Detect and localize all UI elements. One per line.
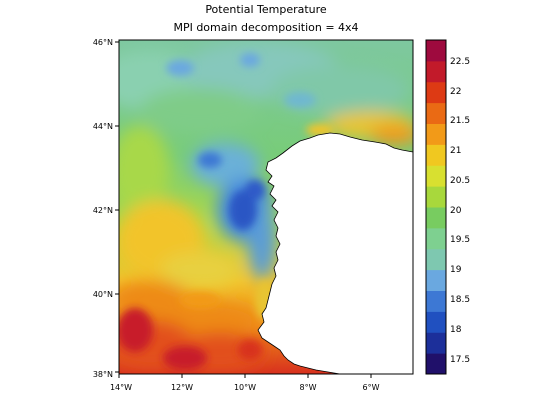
- colorbar-label: 19: [450, 265, 462, 275]
- colorbar-swatch: [426, 144, 446, 166]
- colorbar-swatch: [426, 311, 446, 333]
- lon-tick-label: 8°W: [300, 383, 317, 392]
- colorbar-swatch: [426, 248, 446, 271]
- colorbar-swatch: [426, 269, 446, 291]
- field-blob: [160, 252, 240, 288]
- field-blob: [160, 302, 260, 338]
- field-blob: [140, 88, 260, 132]
- colorbar-label: 21: [450, 146, 461, 156]
- field-blob: [238, 340, 262, 360]
- colorbar-label: 22: [450, 87, 461, 97]
- lon-tick-label: 6°W: [363, 383, 380, 392]
- field-blob: [370, 125, 413, 145]
- lat-tick-label: 40°N: [93, 290, 113, 299]
- colorbar-label: 22.5: [450, 57, 470, 67]
- lat-tick-label: 44°N: [93, 122, 113, 131]
- field-blob: [119, 125, 170, 215]
- colorbar-swatch: [426, 81, 446, 104]
- colorbar-swatch: [426, 186, 446, 208]
- lon-tick-label: 10°W: [234, 383, 256, 392]
- chart-title: Potential Temperature: [205, 3, 327, 16]
- field-blob: [166, 60, 194, 76]
- lat-axis: 46°N 44°N 42°N 40°N 38°N: [93, 38, 119, 379]
- colorbar-swatch: [426, 332, 446, 354]
- colorbar-swatch: [426, 102, 446, 124]
- field-blob: [270, 65, 410, 115]
- field-blob: [245, 180, 265, 200]
- field-blob: [198, 152, 222, 168]
- field-blob: [119, 308, 153, 352]
- colorbar-swatch: [426, 290, 446, 312]
- colorbar: [426, 40, 446, 375]
- temperature-field: [119, 40, 413, 374]
- colorbar-swatch: [426, 227, 446, 250]
- colorbar-swatch: [426, 123, 446, 145]
- chart-subtitle: MPI domain decomposition = 4x4: [173, 21, 359, 34]
- colorbar-swatch: [426, 40, 446, 62]
- field-blob: [229, 190, 257, 230]
- colorbar-label: 21.5: [450, 116, 470, 126]
- map-frame: [118, 39, 414, 375]
- lon-tick-label: 12°W: [171, 383, 193, 392]
- colorbar-swatch: [426, 60, 446, 83]
- colorbar-frame: [425, 39, 447, 375]
- lat-tick-label: 38°N: [93, 370, 113, 379]
- colorbar-label: 18: [450, 325, 462, 335]
- lon-tick-label: 14°W: [110, 383, 132, 392]
- colorbar-swatch: [426, 353, 446, 375]
- colorbar-labels: 22.5 22 21.5 21 20.5 20 19.5 19 18.5 18 …: [450, 57, 470, 365]
- lat-tick-label: 42°N: [93, 206, 113, 215]
- colorbar-swatch: [426, 165, 446, 187]
- field-blob: [163, 346, 207, 370]
- colorbar-label: 18.5: [450, 295, 470, 305]
- lon-axis: 14°W 12°W 10°W 8°W 6°W: [110, 374, 380, 392]
- land-iberia: [257, 132, 413, 374]
- field-blob: [284, 92, 316, 108]
- field-blob: [240, 53, 260, 67]
- lat-tick-label: 46°N: [93, 38, 113, 47]
- colorbar-label: 17.5: [450, 355, 470, 365]
- colorbar-label: 19.5: [450, 235, 470, 245]
- colorbar-swatch: [426, 207, 446, 229]
- colorbar-label: 20.5: [450, 176, 470, 186]
- field-blob: [306, 124, 334, 136]
- field-blob: [180, 292, 220, 308]
- colorbar-label: 20: [450, 206, 462, 216]
